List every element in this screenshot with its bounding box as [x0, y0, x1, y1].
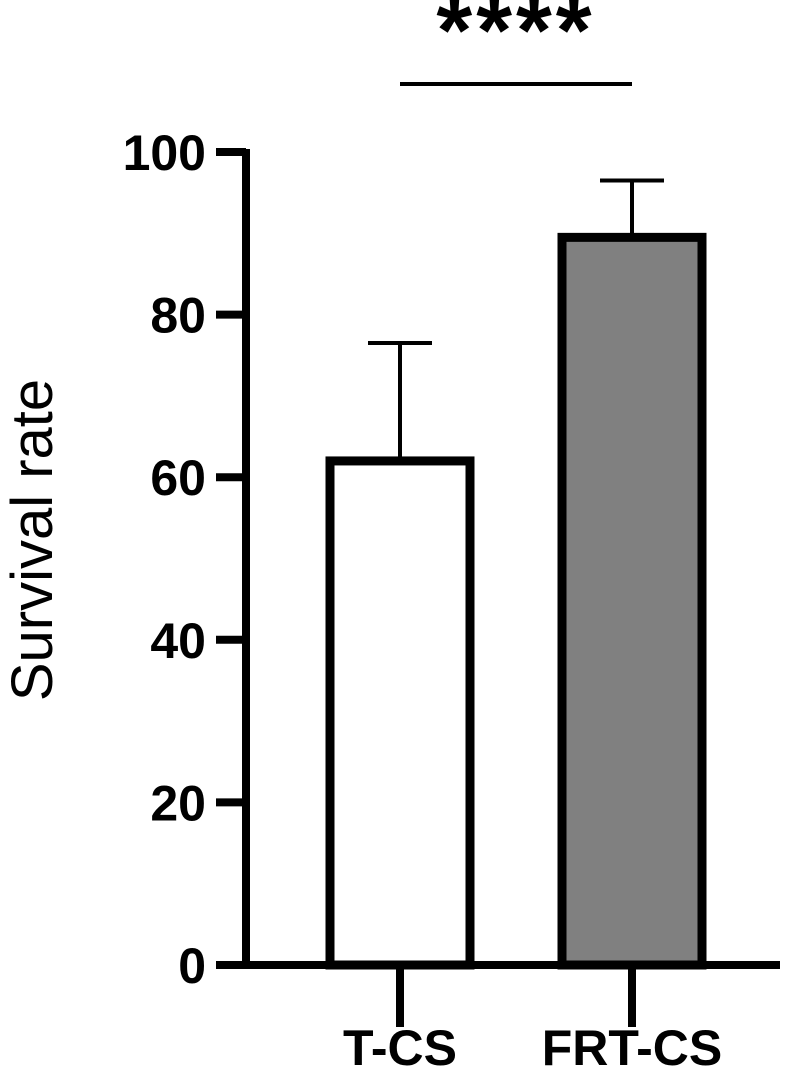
x-tick-label: FRT-CS — [542, 1020, 723, 1071]
significance-annotation: **** — [400, 0, 632, 86]
significance-label: **** — [436, 0, 595, 82]
y-tick-label: 80 — [150, 288, 206, 344]
y-tick-label: 40 — [150, 613, 206, 669]
y-tick-label: 0 — [178, 938, 206, 994]
y-tick-label: 60 — [150, 450, 206, 506]
x-tick-label: T-CS — [343, 1020, 457, 1071]
bars — [325, 178, 707, 970]
y-tick-label: 100 — [123, 125, 206, 181]
x-axis: T-CS FRT-CS — [242, 961, 780, 1071]
y-axis-title: Survival rate — [0, 379, 65, 701]
y-axis: 0 20 40 60 80 100 — [123, 125, 250, 994]
bar-t-cs — [325, 456, 475, 970]
y-tick-label: 20 — [150, 775, 206, 831]
bar-frt-cs — [557, 232, 707, 970]
